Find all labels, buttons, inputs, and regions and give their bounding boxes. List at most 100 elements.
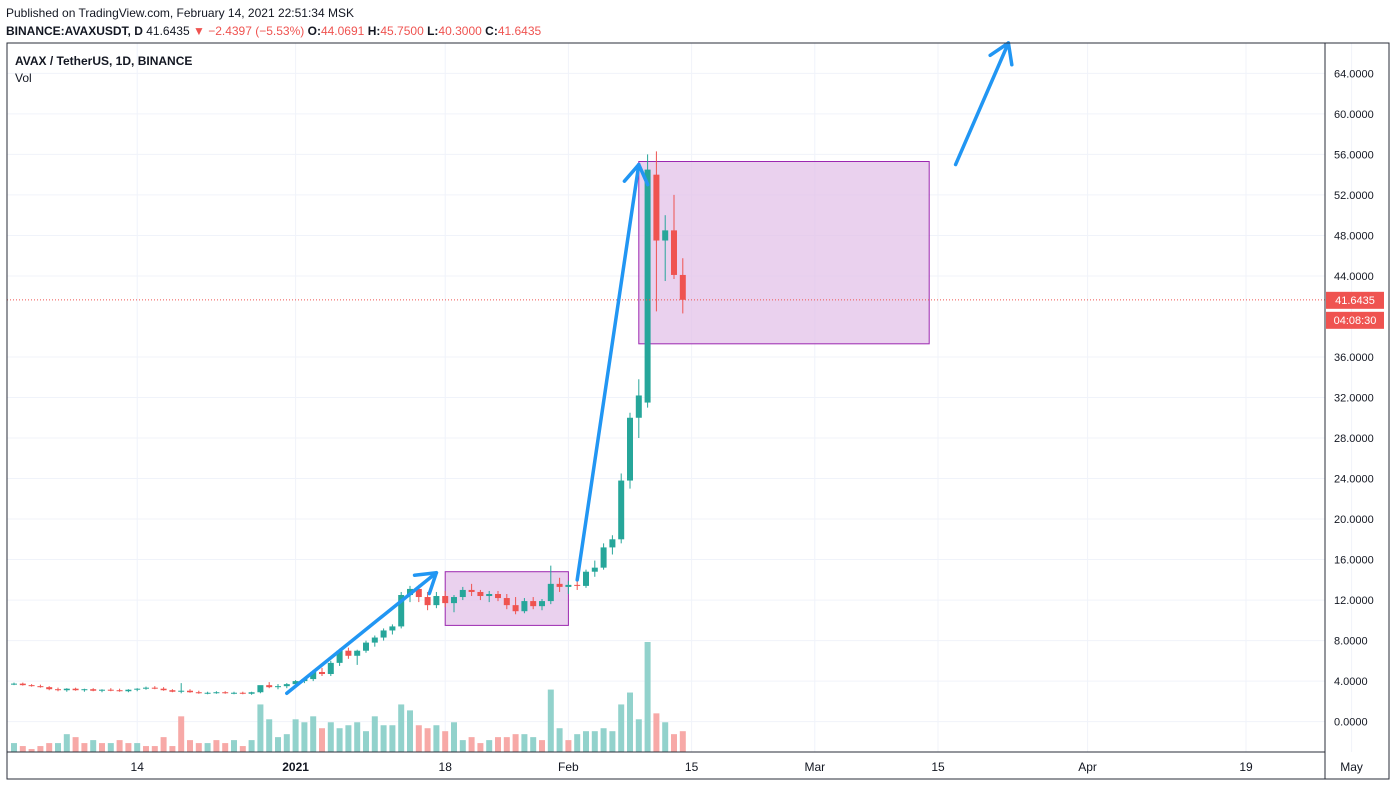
candle-body (671, 230, 677, 275)
volume-bar (72, 737, 79, 752)
volume-bar (160, 737, 167, 752)
low-label: L: (427, 24, 439, 38)
price-tick-label: 44.0000 (1334, 271, 1374, 283)
time-tick-label: 15 (931, 760, 945, 774)
countdown-tag: 04:08:30 (1334, 315, 1377, 327)
price-tick-label: 24.0000 (1334, 474, 1374, 486)
volume-bar (495, 737, 501, 752)
candle-body (644, 169, 651, 403)
candle-body (618, 480, 625, 540)
volume-bar (354, 722, 361, 752)
volume-bar (521, 734, 528, 752)
last-price-tag: 41.6435 (1335, 295, 1375, 307)
time-axis[interactable]: 14202118Feb15Mar15Apr19May17Jun (131, 760, 1396, 774)
volume-indicator-label: Vol (15, 71, 32, 85)
candle-body (46, 687, 53, 690)
price-tick-label: 36.0000 (1334, 352, 1374, 364)
price-tick-label: 56.0000 (1334, 149, 1374, 161)
price-tick-label: 32.0000 (1334, 393, 1374, 405)
time-tick-label: Feb (558, 760, 579, 774)
candle-body (239, 692, 246, 694)
volume-bar (90, 740, 97, 752)
volume-bar (486, 740, 493, 752)
trend-arrow-line (575, 162, 641, 582)
price-tick-label: 48.0000 (1334, 230, 1374, 242)
candle-body (495, 593, 501, 599)
volume-bar (600, 728, 607, 752)
candle-body (257, 685, 264, 693)
volume-bar (539, 740, 545, 752)
volume-bar (583, 731, 589, 752)
price-tick-label: 20.0000 (1334, 514, 1374, 526)
trend-arrow-line (953, 41, 1011, 167)
volume-bar (231, 740, 237, 752)
time-tick-label: 18 (439, 760, 453, 774)
volume-bar (442, 731, 449, 752)
candle-body (512, 605, 519, 612)
volume-bar (134, 743, 141, 752)
volume-bar (37, 746, 44, 752)
candle-body (169, 690, 176, 692)
volume-bar (644, 642, 651, 752)
candle-body (539, 601, 545, 607)
candle-body (380, 630, 387, 638)
open-value: 44.0691 (320, 24, 365, 38)
candle-body (424, 597, 431, 606)
candle-body (319, 671, 325, 675)
candle-body (178, 690, 185, 692)
volume-bar (415, 725, 422, 752)
volume-bar (125, 743, 132, 752)
candle-body (635, 395, 642, 418)
price-tick-label: 60.0000 (1334, 109, 1374, 121)
volume-bar (635, 719, 642, 752)
price-tick-label: 8.0000 (1334, 636, 1368, 648)
candle-body (283, 684, 290, 687)
candle-body (583, 571, 589, 586)
high-label: H: (367, 24, 381, 38)
volume-bar (547, 689, 554, 752)
volume-bar (336, 728, 343, 752)
price-axis[interactable]: 64.0000 60.0000 56.0000 52.0000 48.0000 44.00… (1334, 68, 1374, 728)
trend-arrows (285, 41, 1014, 696)
candle-body (556, 583, 563, 587)
candle-body (248, 692, 255, 694)
candles (11, 151, 686, 695)
grid (7, 43, 1353, 752)
volume-bar (671, 734, 677, 752)
volume-bar (380, 725, 387, 752)
change-value: ▼ −2.4397 (−5.53%) (192, 24, 305, 38)
low-value: 40.3000 (438, 24, 482, 38)
last-price: 41.6435 (146, 24, 190, 38)
price-tick-label: 0.0000 (1334, 717, 1368, 729)
time-tick-label: 14 (131, 760, 145, 774)
candle-body (55, 689, 61, 691)
open-label: O: (307, 24, 321, 38)
candle-body (459, 589, 466, 598)
volume-bar (459, 740, 466, 752)
volume-bar (116, 740, 123, 752)
candle-body (160, 688, 167, 691)
candle-body (125, 689, 132, 692)
volume-bar (283, 734, 290, 752)
volume-bar (55, 743, 61, 752)
candle-body (107, 689, 114, 691)
volume-bar (389, 725, 396, 752)
chart-title: AVAX / TetherUS, 1D, BINANCE (15, 54, 192, 68)
candle-body (275, 686, 281, 688)
volume-bar (310, 716, 317, 752)
volume-bar (556, 728, 563, 752)
volume-bar (213, 740, 220, 752)
candle-body (28, 685, 35, 687)
volume-bar (63, 734, 70, 752)
volume-bar (424, 728, 431, 752)
candle-body (187, 690, 193, 693)
volume-bar (679, 731, 686, 752)
volume-bar (239, 746, 246, 752)
candle-body (327, 662, 334, 675)
candle-body (371, 637, 378, 643)
volume-bar (627, 692, 633, 752)
published-line: Published on TradingView.com, February 1… (6, 6, 354, 20)
volume-bar (11, 743, 17, 752)
trend-arrow-head (622, 162, 650, 187)
